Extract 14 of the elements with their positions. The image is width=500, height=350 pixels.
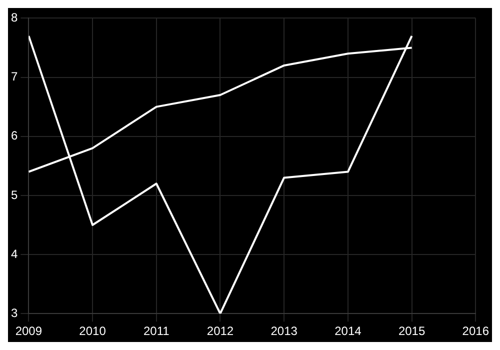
x-tick-label: 2012 [206,324,234,338]
x-tick-label: 2014 [334,324,362,338]
x-tick-label: 2009 [15,324,42,338]
x-tick-label: 2015 [398,324,426,338]
x-tick-label: 2011 [143,324,170,338]
x-tick-label: 2016 [462,324,490,338]
y-tick-label: 4 [10,246,18,261]
y-tick-label: 5 [10,188,18,202]
y-tick-label: 8 [10,10,18,25]
y-tick-label: 3 [10,306,18,320]
x-tick-label: 2013 [270,324,298,338]
y-tick-label: 6 [10,128,18,143]
y-tick-label: 7 [10,70,18,84]
x-tick-label: 2010 [79,324,106,338]
